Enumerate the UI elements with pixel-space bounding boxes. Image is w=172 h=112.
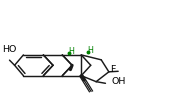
Text: H: H <box>69 47 74 56</box>
Text: HO: HO <box>2 45 17 54</box>
Text: F: F <box>111 65 116 74</box>
Text: H: H <box>88 46 94 55</box>
Text: OH: OH <box>111 77 126 86</box>
